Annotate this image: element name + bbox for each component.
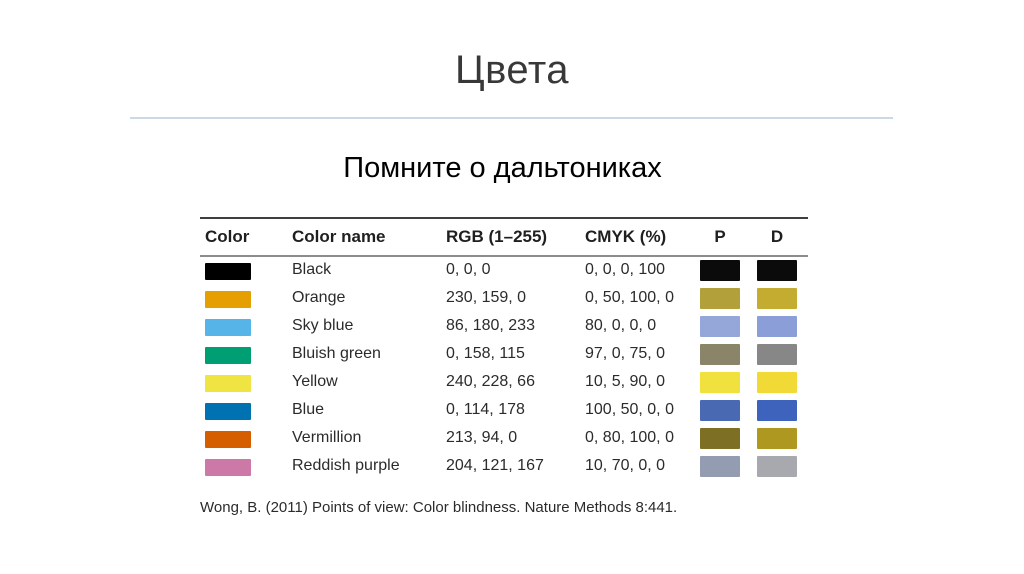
color-name-cell: Orange <box>292 289 346 306</box>
color-swatch <box>205 319 251 336</box>
cmyk-cell: 97, 0, 75, 0 <box>585 345 666 362</box>
header-rgb: RGB (1–255) <box>446 227 548 246</box>
header-cmyk: CMYK (%) <box>585 227 667 246</box>
rgb-cell: 0, 0, 0 <box>446 261 491 278</box>
protanopia-swatch <box>700 288 740 309</box>
color-swatch <box>205 291 251 308</box>
color-name-cell: Sky blue <box>292 317 354 334</box>
protanopia-swatch <box>700 400 740 421</box>
slide-title: Цвета <box>455 48 569 92</box>
header-color-name: Color name <box>292 227 386 246</box>
color-swatch <box>205 459 251 476</box>
table-row: Black 0, 0, 0 0, 0, 0, 100 <box>200 257 808 285</box>
table-row: Bluish green 0, 158, 115 97, 0, 75, 0 <box>200 341 808 369</box>
rgb-cell: 204, 121, 167 <box>446 457 544 474</box>
table-row: Sky blue 86, 180, 233 80, 0, 0, 0 <box>200 313 808 341</box>
color-name-cell: Reddish purple <box>292 457 400 474</box>
rgb-cell: 240, 228, 66 <box>446 373 535 390</box>
color-swatch <box>205 263 251 280</box>
table-row: Vermillion 213, 94, 0 0, 80, 100, 0 <box>200 425 808 453</box>
protanopia-swatch <box>700 316 740 337</box>
deuteranopia-swatch <box>757 372 797 393</box>
deuteranopia-swatch <box>757 316 797 337</box>
table-header-border <box>200 255 808 257</box>
color-swatch <box>205 403 251 420</box>
table-top-border <box>200 217 808 219</box>
rgb-cell: 0, 158, 115 <box>446 345 525 362</box>
color-name-cell: Bluish green <box>292 345 381 362</box>
slide-subtitle: Помните о дальтониках <box>343 152 662 184</box>
cmyk-cell: 10, 70, 0, 0 <box>585 457 666 474</box>
color-blindness-table: Color Color name RGB (1–255) CMYK (%) P … <box>200 217 808 481</box>
color-name-cell: Black <box>292 261 332 278</box>
deuteranopia-swatch <box>757 344 797 365</box>
header-color: Color <box>205 227 250 246</box>
color-name-cell: Vermillion <box>292 429 362 446</box>
header-protanopia: P <box>714 227 726 246</box>
cmyk-cell: 0, 0, 0, 100 <box>585 261 666 278</box>
rgb-cell: 86, 180, 233 <box>446 317 535 334</box>
cmyk-cell: 80, 0, 0, 0 <box>585 317 657 334</box>
color-swatch <box>205 431 251 448</box>
rgb-cell: 0, 114, 178 <box>446 401 525 418</box>
deuteranopia-swatch <box>757 288 797 309</box>
cmyk-cell: 100, 50, 0, 0 <box>585 401 674 418</box>
table-row: Yellow 240, 228, 66 10, 5, 90, 0 <box>200 369 808 397</box>
table-header-row: Color Color name RGB (1–255) CMYK (%) P … <box>200 219 808 255</box>
table-row: Orange 230, 159, 0 0, 50, 100, 0 <box>200 285 808 313</box>
rgb-cell: 213, 94, 0 <box>446 429 518 446</box>
protanopia-swatch <box>700 428 740 449</box>
title-divider <box>130 117 893 119</box>
deuteranopia-swatch <box>757 456 797 477</box>
protanopia-swatch <box>700 344 740 365</box>
deuteranopia-swatch <box>757 400 797 421</box>
cmyk-cell: 10, 5, 90, 0 <box>585 373 666 390</box>
protanopia-swatch <box>700 372 740 393</box>
color-swatch <box>205 347 251 364</box>
table-row: Reddish purple 204, 121, 167 10, 70, 0, … <box>200 453 808 481</box>
cmyk-cell: 0, 80, 100, 0 <box>585 429 674 446</box>
cmyk-cell: 0, 50, 100, 0 <box>585 289 674 306</box>
table-body: Black 0, 0, 0 0, 0, 0, 100 Orange 230, 1… <box>200 257 808 481</box>
citation: Wong, B. (2011) Points of view: Color bl… <box>200 499 678 516</box>
color-name-cell: Blue <box>292 401 325 418</box>
protanopia-swatch <box>700 260 740 281</box>
color-swatch <box>205 375 251 392</box>
header-deuteranopia: D <box>770 227 784 246</box>
protanopia-swatch <box>700 456 740 477</box>
deuteranopia-swatch <box>757 428 797 449</box>
deuteranopia-swatch <box>757 260 797 281</box>
rgb-cell: 230, 159, 0 <box>446 289 527 306</box>
table-row: Blue 0, 114, 178 100, 50, 0, 0 <box>200 397 808 425</box>
color-name-cell: Yellow <box>292 373 338 390</box>
